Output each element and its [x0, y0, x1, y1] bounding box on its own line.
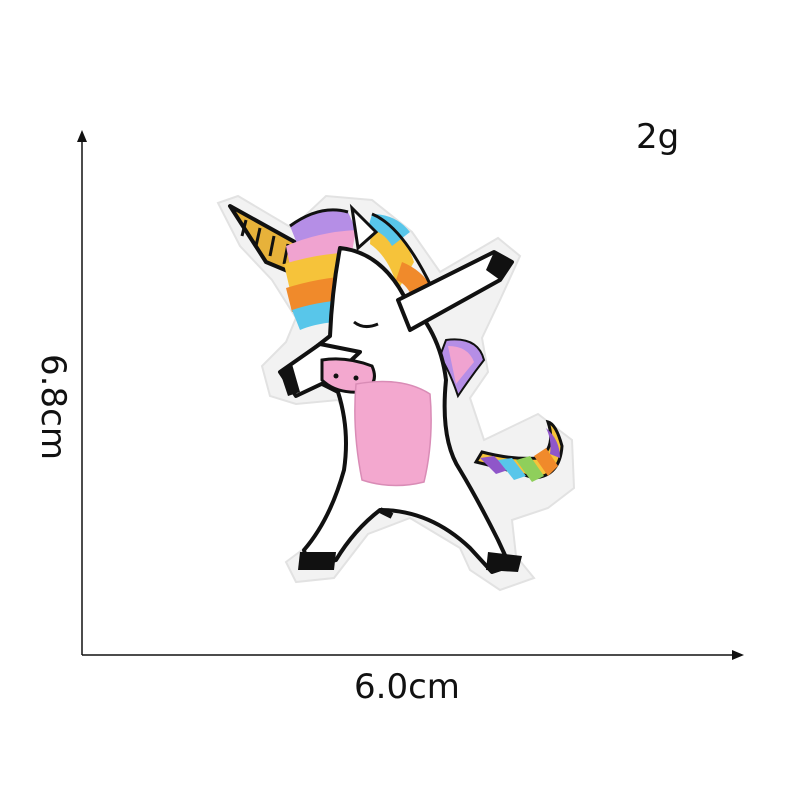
belly: [354, 380, 432, 487]
closed-eye: [353, 320, 379, 329]
right-hoof: [486, 552, 522, 572]
height-axis: [77, 130, 87, 655]
left-hoof: [298, 552, 336, 570]
ear: [349, 203, 379, 251]
mane: [284, 208, 434, 330]
tail: [473, 419, 564, 482]
width-dimension-label: 6.0cm: [354, 667, 460, 707]
width-axis: [82, 650, 744, 660]
unicorn-patch: [216, 194, 576, 592]
height-dimension-label: 6.8cm: [33, 354, 73, 460]
raised-hoof: [486, 252, 512, 280]
weight-label: 2g: [636, 117, 680, 157]
face-hoof: [280, 364, 300, 396]
